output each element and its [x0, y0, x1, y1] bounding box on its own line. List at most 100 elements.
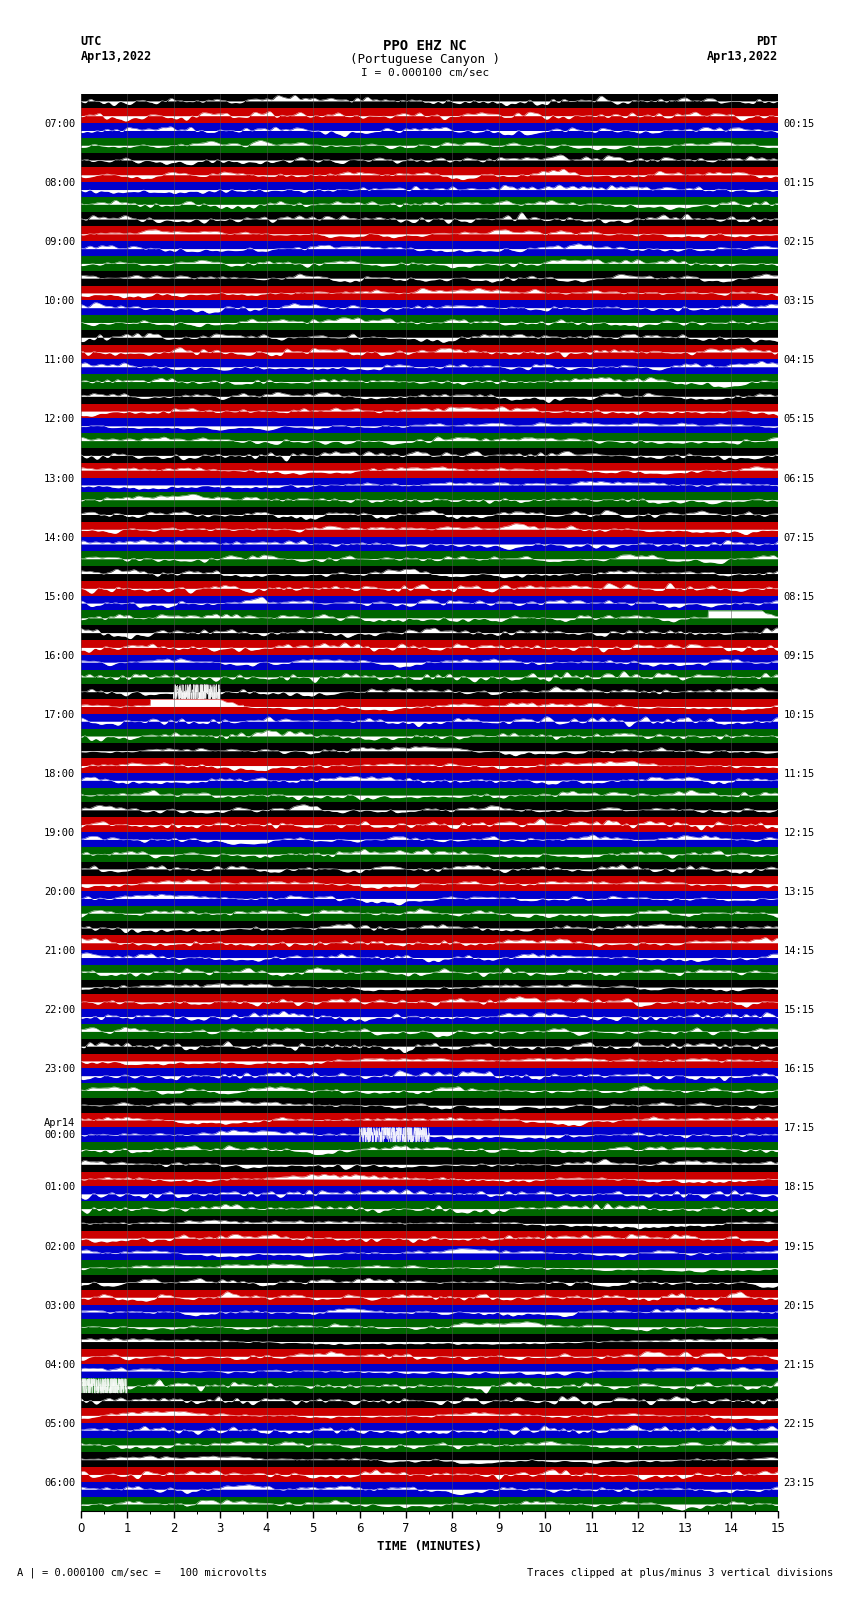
Bar — [81, 832, 778, 847]
Bar — [81, 803, 778, 818]
Bar — [81, 1082, 778, 1098]
Bar — [81, 936, 778, 950]
Bar — [81, 818, 778, 832]
Text: (Portuguese Canyon ): (Portuguese Canyon ) — [350, 53, 500, 66]
Bar — [81, 345, 778, 360]
Bar — [81, 1408, 778, 1423]
Bar — [81, 610, 778, 626]
Bar — [81, 744, 778, 758]
Bar — [81, 1290, 778, 1305]
Bar — [81, 715, 778, 729]
Bar — [81, 94, 778, 108]
Bar — [81, 669, 778, 684]
Bar — [81, 995, 778, 1010]
Bar — [81, 1305, 778, 1319]
Bar — [81, 1171, 778, 1187]
Bar — [81, 1497, 778, 1511]
Bar — [81, 787, 778, 803]
Bar — [81, 1127, 778, 1142]
Bar — [81, 374, 778, 389]
Bar — [81, 1334, 778, 1348]
Bar — [81, 1098, 778, 1113]
Bar — [81, 907, 778, 921]
Bar — [81, 1216, 778, 1231]
Bar — [81, 389, 778, 403]
Text: PPO EHZ NC: PPO EHZ NC — [383, 39, 467, 53]
Bar — [81, 595, 778, 610]
Bar — [81, 1482, 778, 1497]
Bar — [81, 492, 778, 506]
Text: Apr13,2022: Apr13,2022 — [81, 50, 152, 63]
Bar — [81, 1142, 778, 1157]
Bar — [81, 1394, 778, 1408]
Bar — [81, 758, 778, 773]
Bar — [81, 876, 778, 890]
Bar — [81, 640, 778, 655]
Bar — [81, 448, 778, 463]
Bar — [81, 1274, 778, 1290]
Bar — [81, 153, 778, 168]
Bar — [81, 1113, 778, 1127]
Bar — [81, 552, 778, 566]
Bar — [81, 1039, 778, 1053]
Bar — [81, 211, 778, 226]
Text: Apr13,2022: Apr13,2022 — [706, 50, 778, 63]
Bar — [81, 537, 778, 552]
Bar — [81, 418, 778, 434]
Bar — [81, 403, 778, 418]
Bar — [81, 890, 778, 907]
Bar — [81, 123, 778, 137]
Bar — [81, 168, 778, 182]
Bar — [81, 921, 778, 936]
Bar — [81, 1468, 778, 1482]
Bar — [81, 566, 778, 581]
Bar — [81, 1024, 778, 1039]
Bar — [81, 1202, 778, 1216]
Bar — [81, 861, 778, 876]
Bar — [81, 271, 778, 286]
Bar — [81, 463, 778, 477]
Bar — [81, 1379, 778, 1394]
Bar — [81, 315, 778, 331]
Bar — [81, 698, 778, 715]
Bar — [81, 965, 778, 979]
Text: UTC: UTC — [81, 35, 102, 48]
Bar — [81, 1437, 778, 1452]
Bar — [81, 1319, 778, 1334]
X-axis label: TIME (MINUTES): TIME (MINUTES) — [377, 1540, 482, 1553]
Bar — [81, 477, 778, 492]
Bar — [81, 108, 778, 123]
Bar — [81, 256, 778, 271]
Bar — [81, 523, 778, 537]
Text: Traces clipped at plus/minus 3 vertical divisions: Traces clipped at plus/minus 3 vertical … — [527, 1568, 833, 1578]
Bar — [81, 1157, 778, 1171]
Bar — [81, 581, 778, 595]
Bar — [81, 1245, 778, 1260]
Text: A | = 0.000100 cm/sec =   100 microvolts: A | = 0.000100 cm/sec = 100 microvolts — [17, 1566, 267, 1578]
Bar — [81, 1363, 778, 1379]
Bar — [81, 1348, 778, 1363]
Text: PDT: PDT — [756, 35, 778, 48]
Bar — [81, 506, 778, 523]
Bar — [81, 979, 778, 995]
Bar — [81, 684, 778, 698]
Bar — [81, 729, 778, 744]
Bar — [81, 847, 778, 861]
Bar — [81, 1231, 778, 1245]
Bar — [81, 331, 778, 345]
Bar — [81, 242, 778, 256]
Bar — [81, 182, 778, 197]
Bar — [81, 360, 778, 374]
Bar — [81, 1260, 778, 1274]
Bar — [81, 1452, 778, 1468]
Bar — [81, 1010, 778, 1024]
Bar — [81, 300, 778, 315]
Bar — [81, 1053, 778, 1068]
Bar — [81, 286, 778, 300]
Bar — [81, 1187, 778, 1202]
Bar — [81, 626, 778, 640]
Bar — [81, 1423, 778, 1437]
Bar — [81, 226, 778, 242]
Bar — [81, 655, 778, 669]
Bar — [81, 137, 778, 153]
